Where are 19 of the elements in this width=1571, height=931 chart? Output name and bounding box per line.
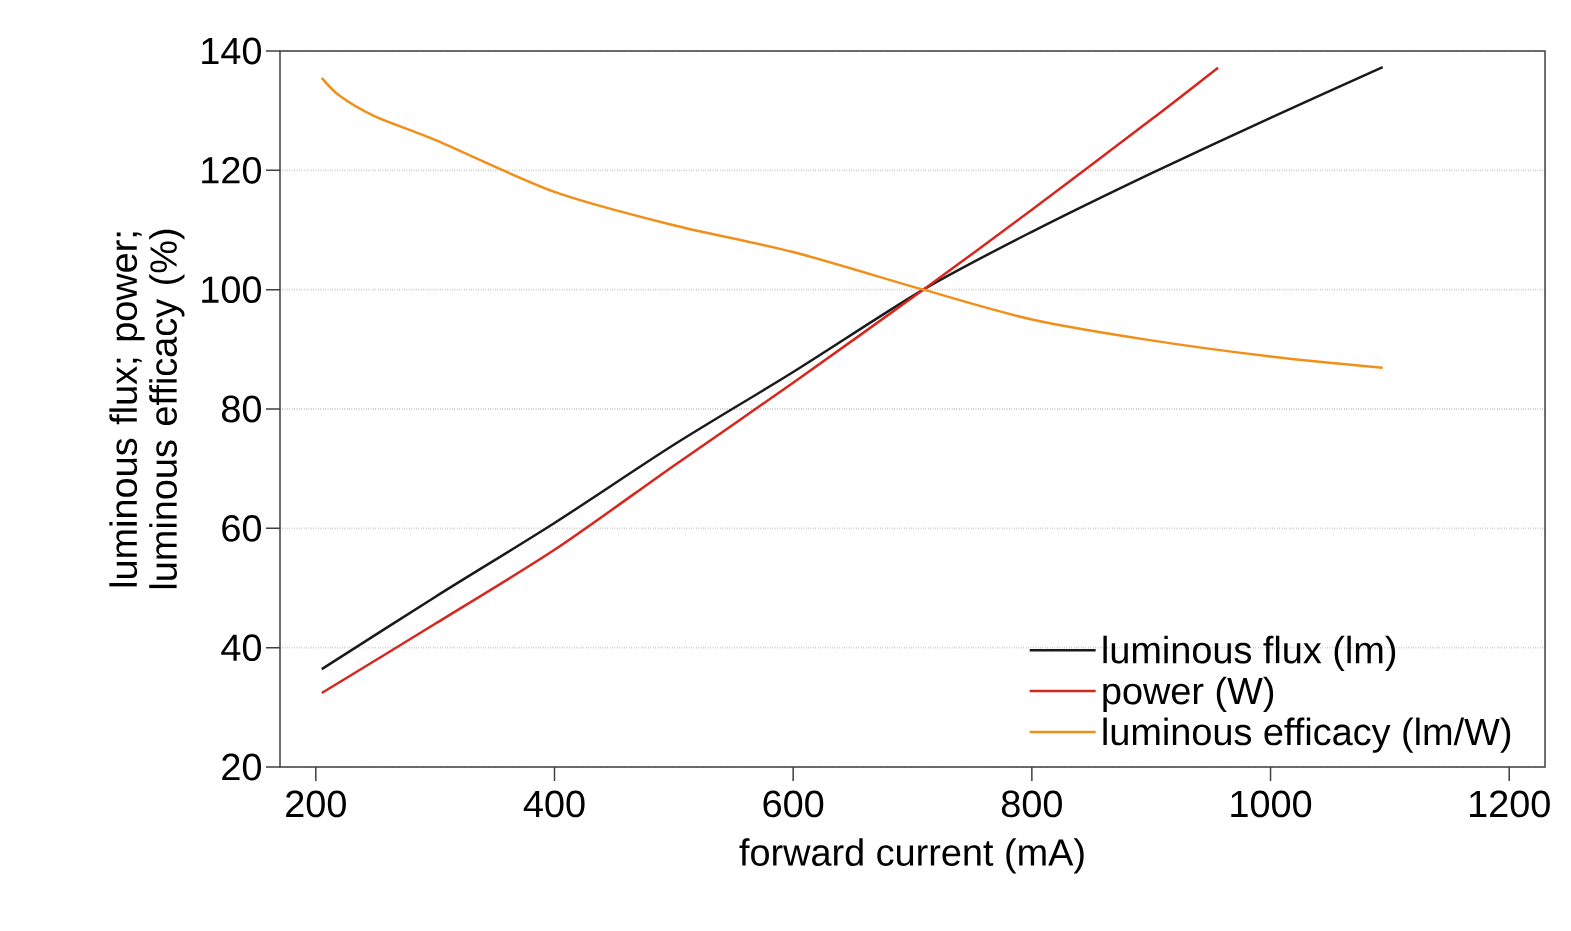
y-tick-label: 100	[202, 276, 261, 304]
y-tick-label: 60	[222, 514, 261, 542]
x-tick-label: 200	[286, 790, 346, 818]
line-series	[320, 76, 1384, 370]
y-tick-label: 120	[202, 156, 261, 184]
x-tick-label: 600	[763, 790, 824, 818]
legend-label: luminous efficacy (lm/W)	[1103, 717, 1511, 753]
y-tick-label: 80	[222, 395, 261, 423]
legend-label: power (W)	[1103, 676, 1274, 712]
x-axis-title: forward current (mA)	[739, 838, 1084, 874]
legend-label: luminous flux (lm)	[1103, 635, 1396, 671]
y-axis-title: luminous flux; power; luminous efficacy (%)	[109, 229, 185, 589]
y-tick-label: 140	[202, 37, 261, 65]
y-tick-label: 40	[221, 634, 261, 662]
x-tick-label: 1200	[1470, 790, 1550, 818]
x-tick-label: 800	[1001, 790, 1062, 818]
x-tick-label: 400	[523, 790, 585, 818]
x-tick-label: 1000	[1231, 790, 1312, 818]
y-tick-label: 20	[222, 753, 261, 781]
